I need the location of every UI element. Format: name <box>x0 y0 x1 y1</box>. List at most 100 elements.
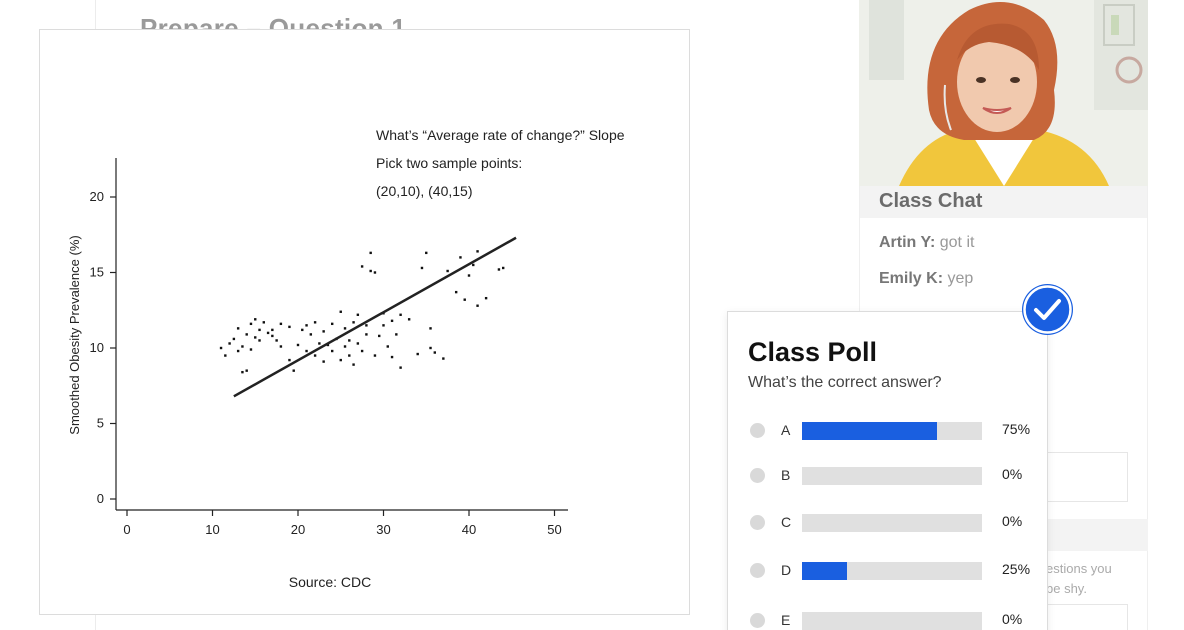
scatter-point <box>271 334 274 338</box>
scatter-point <box>497 268 501 271</box>
scatter-point <box>262 321 265 324</box>
scatter-point <box>322 360 325 363</box>
poll-option-letter: B <box>781 467 791 483</box>
scatter-point <box>219 346 223 350</box>
scatter-point <box>236 327 240 330</box>
scatter-point <box>386 345 389 348</box>
check-circle-icon <box>1022 284 1073 335</box>
y-tick-label: 10 <box>90 340 104 355</box>
scatter-point <box>258 339 261 342</box>
scatter-point <box>266 331 270 335</box>
y-tick-label: 5 <box>97 416 104 431</box>
poll-option-d[interactable]: D 25% <box>750 561 1040 581</box>
trend-line <box>233 236 517 398</box>
class-poll-card: Class Poll What’s the correct answer? A … <box>727 311 1048 630</box>
y-tick-label: 20 <box>90 189 104 204</box>
chart-annotation: (20,10), (40,15) <box>376 183 473 199</box>
scatter-point <box>472 263 475 267</box>
scatter-point <box>245 369 248 372</box>
chat-author: Artin Y: <box>879 234 936 251</box>
x-tick-label: 30 <box>376 522 390 537</box>
scatter-point <box>279 345 283 348</box>
chart-annotation: What’s “Average rate of change?” Slope <box>376 127 625 143</box>
chat-message: Emily K: yep <box>879 270 973 288</box>
scatter-point <box>348 339 351 342</box>
scatter-chart: 0 5 10 15 20 0 10 20 30 40 50 Smoothed Obesity Prev… <box>67 127 625 590</box>
scatter-point <box>484 296 488 300</box>
scatter-point <box>429 346 432 350</box>
poll-result-percent: 0% <box>1002 513 1023 529</box>
radio-button[interactable] <box>750 515 765 530</box>
scatter-point <box>292 369 295 372</box>
scatter-point <box>348 354 351 357</box>
radio-button[interactable] <box>750 423 765 438</box>
scatter-point <box>288 358 291 362</box>
poll-question: What’s the correct answer? <box>748 374 942 391</box>
scatter-point <box>390 355 394 359</box>
poll-option-c[interactable]: C 0% <box>750 513 1040 533</box>
scatter-point <box>343 345 347 348</box>
scatter-point <box>288 325 291 329</box>
instructor-video[interactable] <box>859 0 1148 186</box>
scatter-point <box>241 370 244 374</box>
y-tick-label: 15 <box>90 265 104 280</box>
scatter-point <box>356 342 360 345</box>
chat-author: Emily K: <box>879 270 944 287</box>
scatter-point <box>224 354 227 357</box>
scatter-point <box>352 321 355 324</box>
radio-button[interactable] <box>750 613 765 628</box>
scatter-point <box>373 271 377 274</box>
scatter-point <box>407 318 411 321</box>
scatter-point <box>245 333 248 336</box>
scatter-point <box>339 310 342 313</box>
scatter-point <box>309 333 313 336</box>
poll-option-a[interactable]: A 75% <box>750 421 1040 441</box>
scatter-point <box>463 298 466 301</box>
scatter-point <box>236 349 240 353</box>
scatter-point <box>399 313 402 316</box>
poll-result-bar <box>802 514 982 532</box>
chart-card: 0 5 10 15 20 0 10 20 30 40 50 Smoothed Obesity Prev… <box>39 29 690 615</box>
scatter-point <box>420 266 424 270</box>
page-title: Prepare – Question 1 <box>140 13 407 30</box>
scatter-point <box>249 322 253 326</box>
chat-hint: estions you be shy. <box>1046 559 1146 599</box>
poll-option-letter: E <box>781 612 791 628</box>
chat-section-header <box>1040 519 1148 551</box>
poll-option-letter: A <box>781 422 791 438</box>
radio-button[interactable] <box>750 468 765 483</box>
scatter-point <box>382 324 385 327</box>
scatter-point <box>459 256 462 259</box>
scatter-point <box>416 352 419 356</box>
radio-button[interactable] <box>750 563 765 578</box>
poll-option-e[interactable]: E 0% <box>750 611 1040 630</box>
scatter-point <box>395 333 398 336</box>
scatter-point <box>241 345 244 348</box>
scatter-point <box>467 274 471 277</box>
scatter-point <box>476 304 479 307</box>
scatter-point <box>318 342 321 345</box>
scatter-point <box>301 328 304 332</box>
x-tick-label: 50 <box>547 522 561 537</box>
scatter-point <box>454 290 458 294</box>
scatter-point <box>373 354 377 357</box>
scatter-point <box>339 358 342 362</box>
scatter-point <box>369 269 372 273</box>
scatter-point <box>326 343 330 347</box>
poll-result-fill <box>802 422 937 440</box>
scatter-point <box>442 357 445 360</box>
scatter-point <box>331 322 334 326</box>
scatter-point <box>390 319 394 323</box>
scatter-point <box>254 336 257 339</box>
scatter-point <box>352 363 355 366</box>
scatter-point <box>365 333 368 336</box>
scatter-point <box>502 266 505 270</box>
poll-result-percent: 0% <box>1002 466 1023 482</box>
scatter-point <box>296 343 300 347</box>
poll-option-letter: C <box>781 514 792 530</box>
x-tick-label: 10 <box>205 522 219 537</box>
poll-option-b[interactable]: B 0% <box>750 466 1040 486</box>
y-axis-title: Smoothed Obesity Prevalence (%) <box>67 235 82 434</box>
scatter-point <box>232 337 236 341</box>
question-input[interactable] <box>1040 604 1128 630</box>
